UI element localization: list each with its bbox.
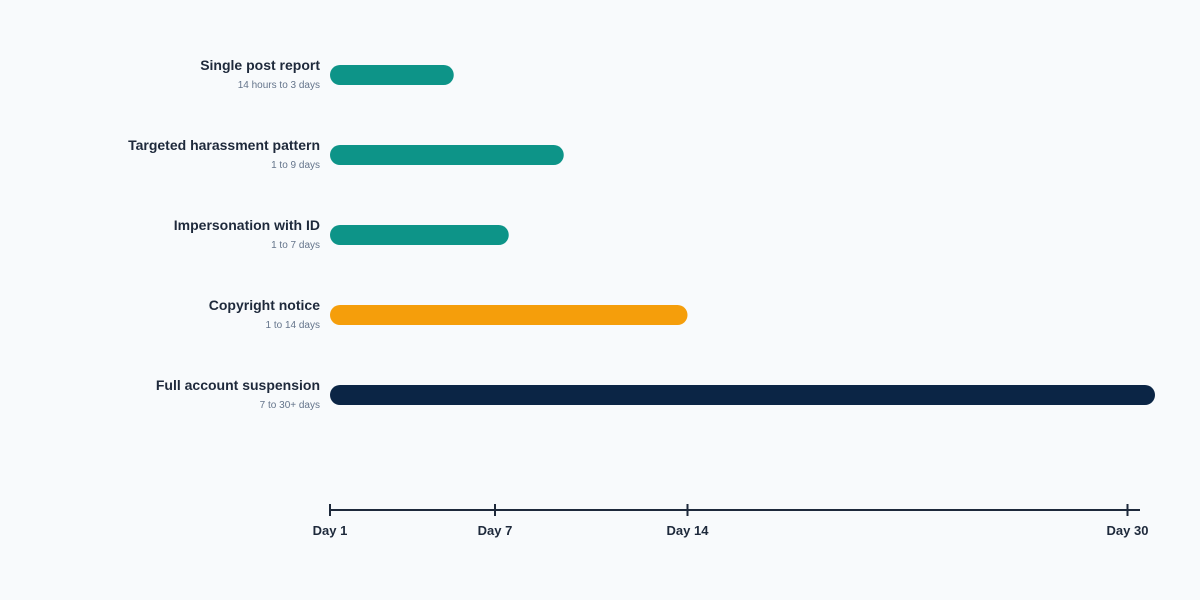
timeline-row: Targeted harassment pattern 1 to 9 days <box>128 137 564 171</box>
x-axis-tick-label: Day 1 <box>313 523 348 538</box>
rows-layer: Single post report 14 hours to 3 days Targ… <box>128 57 1155 411</box>
duration-bar <box>330 305 688 325</box>
duration-bar <box>330 145 564 165</box>
duration-bar <box>330 65 454 85</box>
timeline-row: Impersonation with ID 1 to 7 days <box>174 217 509 251</box>
row-label: Targeted harassment pattern <box>128 137 320 153</box>
x-axis-tick-label: Day 7 <box>478 523 513 538</box>
row-label: Full account suspension <box>156 377 320 393</box>
duration-bar <box>330 225 509 245</box>
x-axis-tick-label: Day 14 <box>667 523 710 538</box>
timeline-row: Copyright notice 1 to 14 days <box>209 297 688 331</box>
row-range-label: 1 to 14 days <box>266 320 320 331</box>
x-axis: Day 1 Day 7 Day 14 Day 30 <box>313 504 1149 538</box>
duration-bar <box>330 385 1155 405</box>
row-label: Impersonation with ID <box>174 217 320 233</box>
row-range-label: 7 to 30+ days <box>260 400 320 411</box>
timeline-row: Single post report 14 hours to 3 days <box>200 57 454 91</box>
timeline-row: Full account suspension 7 to 30+ days <box>156 377 1155 411</box>
row-label: Single post report <box>200 57 320 73</box>
x-axis-tick-label: Day 30 <box>1107 523 1149 538</box>
row-label: Copyright notice <box>209 297 320 313</box>
row-range-label: 1 to 9 days <box>271 160 320 171</box>
row-range-label: 1 to 7 days <box>271 240 320 251</box>
row-range-label: 14 hours to 3 days <box>238 80 320 91</box>
